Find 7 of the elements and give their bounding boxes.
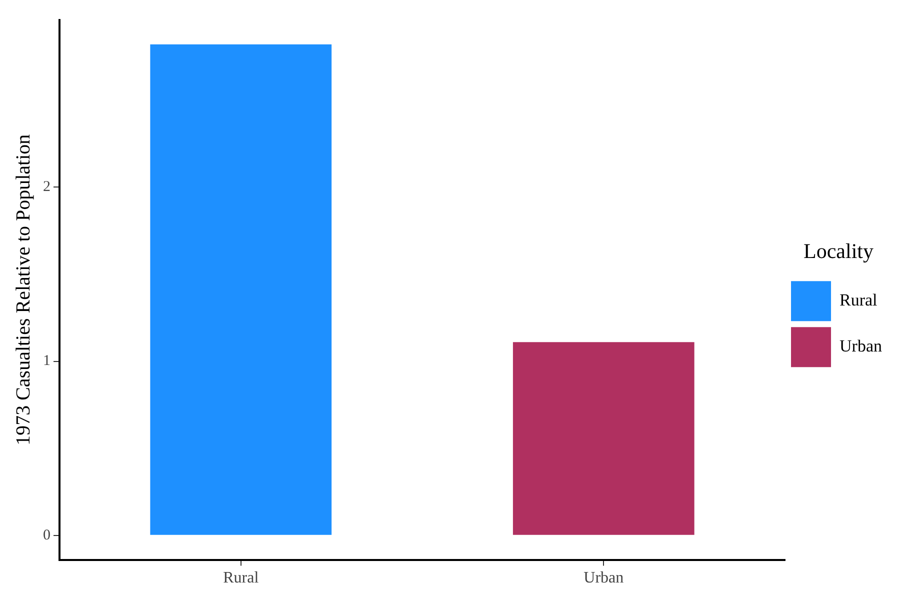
y-tick-label: 1 bbox=[43, 353, 50, 370]
y-tick-label: 2 bbox=[43, 179, 50, 196]
legend-title: Locality bbox=[804, 238, 874, 263]
legend-label: Urban bbox=[840, 336, 882, 356]
y-axis-title: 1973 Casualties Relative to Population bbox=[12, 134, 34, 446]
legend-label: Rural bbox=[840, 290, 878, 310]
y-tick-label: 0 bbox=[43, 527, 50, 544]
